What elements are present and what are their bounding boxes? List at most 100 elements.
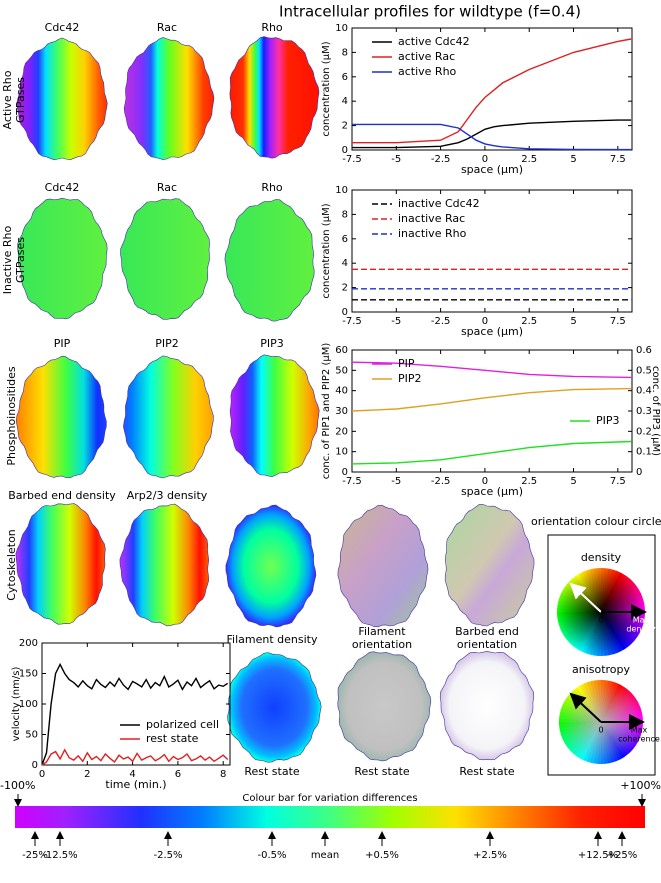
x-tick-label: -7.5 (342, 316, 362, 327)
x-tick-label: 0 (482, 154, 488, 165)
row-label: Inactive Rho (1, 225, 14, 294)
cell-image (16, 37, 108, 161)
y-axis-label: velocity (nm/s) (11, 667, 22, 742)
series-line (351, 440, 632, 465)
wheel-max: coherence (618, 735, 660, 744)
series-line (352, 38, 632, 144)
panel-label: Barbed end (455, 625, 519, 638)
cell-image (119, 503, 210, 627)
y2-tick-label: 0.1 (636, 447, 652, 458)
y2-tick-label: 0.6 (636, 345, 652, 356)
x-tick-label: -7.5 (342, 476, 362, 487)
y-tick-label: 150 (19, 669, 38, 680)
series-line (41, 662, 229, 766)
cell-image (337, 651, 432, 762)
x-tick-label: 5 (570, 316, 576, 327)
cell-image (120, 198, 210, 320)
colour-bar-marker-label: +25% (607, 850, 638, 861)
plot-frame (351, 27, 633, 151)
series-line (352, 119, 632, 149)
x-tick-label: 6 (175, 769, 181, 780)
colour-bar-marker-label: +0.5% (365, 850, 399, 861)
series-line (351, 387, 632, 412)
y-tick-label: 4 (342, 96, 348, 107)
row-label: GTPases (14, 237, 27, 283)
y-axis-label: conc. of PIP1 and PIP2 (µM) (321, 343, 332, 480)
wheel-zero: 0 (598, 726, 603, 735)
panel-label: PIP (54, 337, 71, 350)
y-tick-label: 0 (342, 467, 348, 478)
x-tick-label: -2.5 (431, 476, 451, 487)
y-tick-label: 50 (335, 365, 348, 376)
cell-image (337, 504, 429, 628)
x-tick-label: 0 (482, 316, 488, 327)
legend-label: active Rac (398, 50, 455, 63)
panel-label: Rac (157, 21, 177, 34)
y2-axis-label: conc. of PIP3 (µM) (650, 366, 661, 456)
x-tick-label: -5 (391, 476, 401, 487)
colour-bar-marker-label: -2.5% (153, 850, 182, 861)
x-tick-label: 7.5 (610, 316, 626, 327)
legend-label: PIP2 (398, 372, 422, 385)
y-tick-label: 200 (19, 638, 38, 649)
cell-image (229, 354, 320, 478)
panel-label: Filament (358, 625, 406, 638)
x-axis-label: space (µm) (461, 485, 523, 498)
y2-tick-label: 0.2 (636, 426, 652, 437)
x-axis-label: space (µm) (461, 163, 523, 176)
panel-label: Rho (261, 21, 283, 34)
panel-label: Rest state (354, 765, 410, 778)
x-tick-label: 5 (570, 476, 576, 487)
colour-bar-marker-label: +2.5% (473, 850, 507, 861)
cell-image (17, 197, 108, 320)
panel-label: PIP3 (260, 337, 284, 350)
cell-image (444, 504, 535, 627)
y-tick-label: 0 (32, 760, 38, 771)
y-tick-label: 100 (19, 699, 38, 710)
y-tick-label: 10 (335, 23, 348, 34)
y-tick-label: 50 (25, 730, 38, 741)
x-tick-label: -2.5 (431, 316, 451, 327)
series-line (351, 361, 632, 379)
y-tick-label: 6 (342, 234, 348, 245)
cell-image (15, 503, 106, 625)
legend-label: inactive Rac (398, 212, 465, 225)
row-label: Cytoskeleton (5, 529, 18, 601)
y2-tick-label: 0 (636, 467, 642, 478)
legend-label: active Cdc42 (398, 35, 470, 48)
panel-label: Rest state (459, 765, 515, 778)
cell-image (123, 37, 215, 161)
legend-label: inactive Cdc42 (398, 197, 480, 210)
y-tick-label: 60 (335, 345, 348, 356)
x-tick-label: 0 (39, 769, 45, 780)
x-tick-label: -5 (391, 154, 401, 165)
y-tick-label: 8 (342, 47, 348, 58)
panel-label: Filament density (227, 633, 318, 646)
x-tick-label: 4 (129, 769, 135, 780)
orientation-title: orientation colour circles: (531, 515, 661, 528)
legend-label: rest state (146, 732, 199, 745)
x-axis-label: time (min.) (105, 778, 166, 791)
y-tick-label: 20 (335, 426, 348, 437)
wheel-max: density (626, 625, 656, 634)
legend-label: inactive Rho (398, 227, 467, 240)
x-tick-label: 2.5 (521, 476, 537, 487)
x-tick-label: 8 (220, 769, 226, 780)
panel-label: Cdc42 (45, 21, 80, 34)
panel-label: Cdc42 (45, 181, 80, 194)
figure-title: Intracellular profiles for wildtype (f=0… (279, 3, 581, 21)
plot-frame (351, 189, 633, 313)
cell-image (123, 355, 214, 479)
y-tick-label: 40 (335, 386, 348, 397)
panel-label: Rac (157, 181, 177, 194)
wheel-arrow (569, 582, 602, 613)
y-tick-label: 30 (335, 406, 348, 417)
panel-label: Barbed end density (8, 489, 116, 502)
legend-label: polarized cell (146, 718, 219, 731)
panel-label: Arp2/3 density (127, 489, 208, 502)
wheel-zero: 0 (598, 616, 603, 625)
x-tick-label: -7.5 (342, 154, 362, 165)
wheel-arrow (569, 692, 602, 723)
circle-title: anisotropy (572, 663, 631, 676)
